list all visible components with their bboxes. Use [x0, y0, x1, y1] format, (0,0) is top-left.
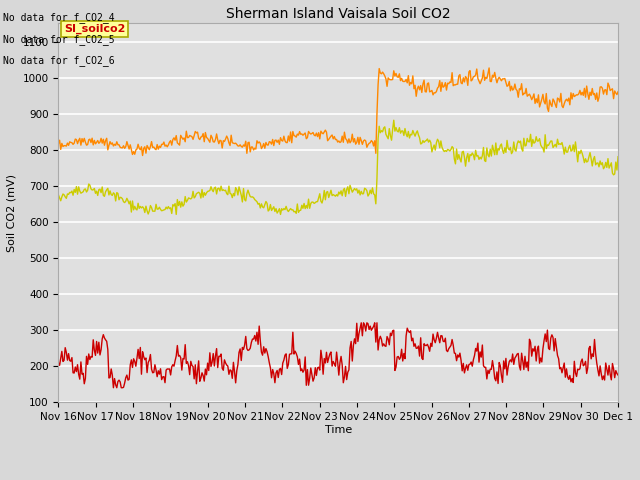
- Y-axis label: Soil CO2 (mV): Soil CO2 (mV): [7, 174, 17, 252]
- Text: No data for f_CO2_4: No data for f_CO2_4: [3, 12, 115, 23]
- Title: Sherman Island Vaisala Soil CO2: Sherman Island Vaisala Soil CO2: [226, 7, 451, 21]
- Text: SI_soilco2: SI_soilco2: [64, 24, 125, 34]
- Text: No data for f_CO2_6: No data for f_CO2_6: [3, 55, 115, 66]
- X-axis label: Time: Time: [324, 425, 352, 435]
- Text: No data for f_CO2_5: No data for f_CO2_5: [3, 34, 115, 45]
